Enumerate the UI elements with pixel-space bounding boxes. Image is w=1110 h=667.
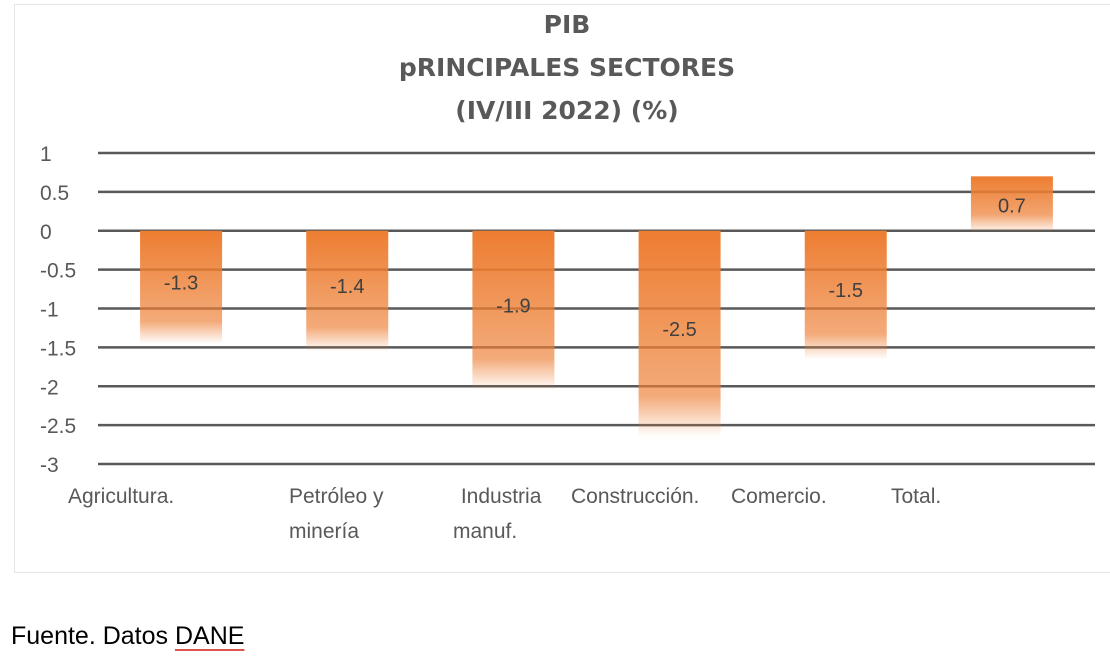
y-tick-label: -0.5 [40,260,76,283]
source-note: Fuente. Datos DANE [11,622,244,651]
x-category-label: Comercio. [731,485,827,508]
chart-title-line: PIB [544,10,591,39]
data-label: -2.5 [662,319,696,341]
chart-title-line: (IV/III 2022) (%) [455,96,678,125]
y-tick-label: 0 [40,221,52,244]
x-category-label: Petróleo y [289,485,384,508]
bar-chart: PIB pRINCIPALES SECTORES (IV/III 2022) (%)… [40,10,1095,543]
chart-title-line: pRINCIPALES SECTORES [399,53,735,82]
data-label: -1.9 [496,296,530,318]
source-prefix: Fuente. Datos [11,622,175,650]
x-category-label: minería [289,520,359,543]
chart-frame [14,4,1110,573]
x-category-label: Construcción. [571,485,699,508]
bar [472,230,555,391]
bar [804,230,887,360]
data-label: 0.7 [998,196,1026,218]
data-label: -1.3 [164,272,198,294]
y-tick-label: -3 [40,454,59,477]
y-tick-label: 0.5 [40,182,69,205]
y-tick-label: -1.5 [40,337,76,360]
y-tick-label: 1 [40,143,52,166]
data-label: -1.5 [829,280,863,302]
bar [306,230,389,352]
y-tick-label: -2.5 [40,415,76,438]
data-label: -1.4 [330,276,364,298]
bar [638,230,721,438]
x-category-label: Total. [891,485,941,508]
source-dane: DANE [174,622,245,650]
x-category-label: Industria [455,485,542,508]
x-category-label: manuf. [453,520,517,543]
y-tick-label: -1 [40,299,59,322]
y-tick-label: -2 [40,376,59,399]
x-category-label: Agricultura. [68,485,174,508]
bar [140,230,223,344]
bar [970,176,1053,231]
